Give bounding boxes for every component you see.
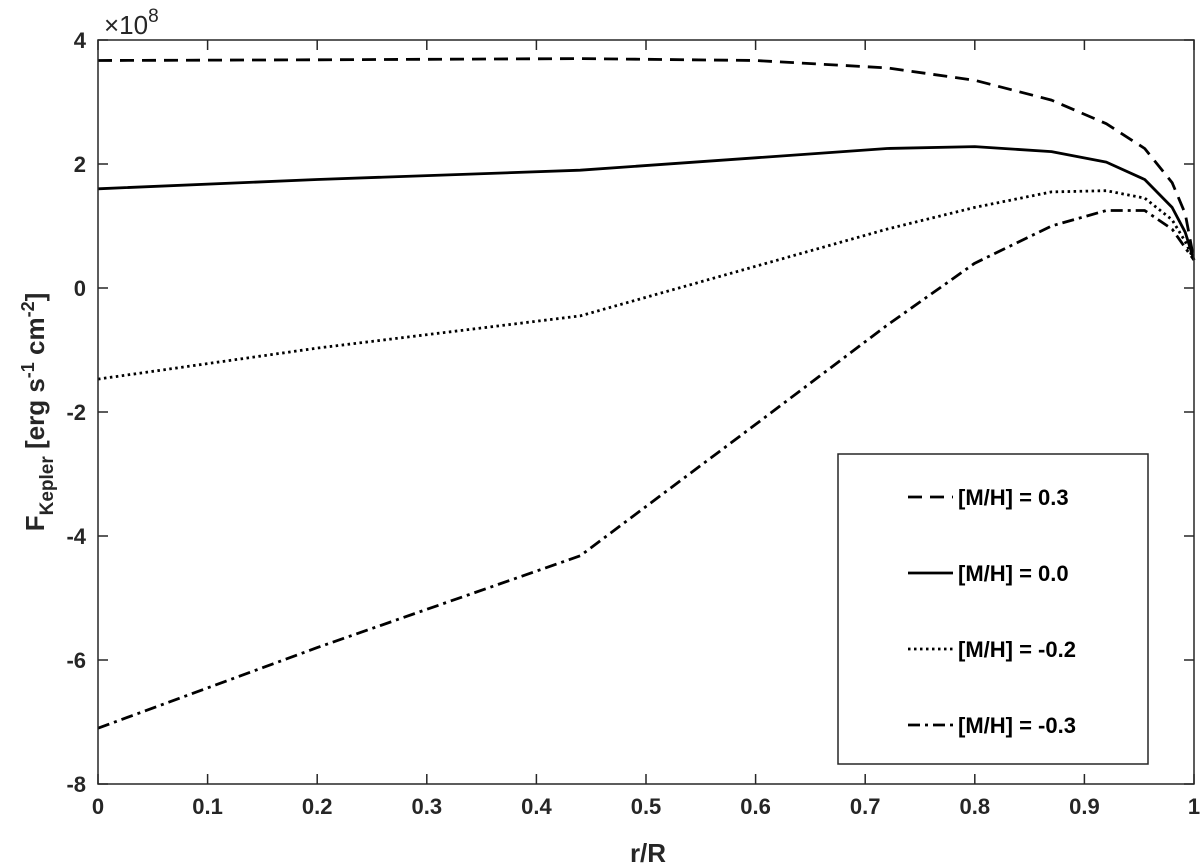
y-axis-label-close: ] [20, 293, 50, 302]
legend-label: [M/H] = 0.3 [958, 485, 1069, 510]
y-tick-label: 0 [74, 276, 86, 301]
x-tick-label: 0.4 [521, 794, 552, 819]
y-tick-label: -2 [66, 400, 86, 425]
y-tick-label: 4 [74, 28, 87, 53]
y-axis-label-exp1: -1 [18, 362, 38, 378]
y-multiplier-prefix: ×10 [104, 10, 148, 40]
legend-label: [M/H] = -0.2 [958, 637, 1076, 662]
x-tick-label: 0 [92, 794, 104, 819]
y-axis-label-units: [erg s [20, 378, 50, 456]
y-tick-label: 2 [74, 152, 86, 177]
y-axis-label-main: F [20, 515, 50, 531]
x-tick-label: 0.7 [850, 794, 881, 819]
x-tick-label: 1 [1188, 794, 1200, 819]
legend-box [837, 453, 1149, 765]
legend-label: [M/H] = -0.3 [958, 713, 1076, 738]
y-axis-label-cm: cm [20, 317, 50, 362]
series-line-dashed [97, 57, 1196, 261]
legend: [M/H] = 0.3 [M/H] = 0.0 [M/H] = -0.2 [M/H] … [837, 453, 1149, 765]
y-tick-label: -4 [66, 524, 86, 549]
x-tick-label: 0.5 [631, 794, 662, 819]
x-tick-label: 0.1 [192, 794, 223, 819]
x-tick-label: 0.8 [960, 794, 991, 819]
x-axis-label: r/R [630, 838, 666, 864]
axes-layer: 0 0.1 0.2 0.3 0.4 0.5 0.6 0.7 0.8 0.9 1 -8 -6 -4 -2 0 2 4 [66, 28, 1200, 819]
series-line-solid [97, 145, 1196, 261]
x-tick-label: 0.2 [302, 794, 333, 819]
y-axis-label: FKepler [erg s-1 cm-2] [18, 293, 58, 532]
series-line-dotted [97, 189, 1196, 381]
y-tick-label: -8 [66, 772, 86, 797]
x-tick-label: 0.9 [1069, 794, 1100, 819]
x-tick-label: 0.6 [740, 794, 771, 819]
legend-label: [M/H] = 0.0 [958, 561, 1069, 586]
series-layer [97, 57, 1196, 730]
y-axis-label-sub: Kepler [37, 456, 58, 516]
x-tick-label: 0.3 [412, 794, 443, 819]
y-axis-label-exp2: -2 [18, 301, 38, 317]
y-tick-label: -6 [66, 648, 86, 673]
y-multiplier: ×108 [104, 6, 159, 40]
y-multiplier-exp: 8 [148, 6, 159, 27]
